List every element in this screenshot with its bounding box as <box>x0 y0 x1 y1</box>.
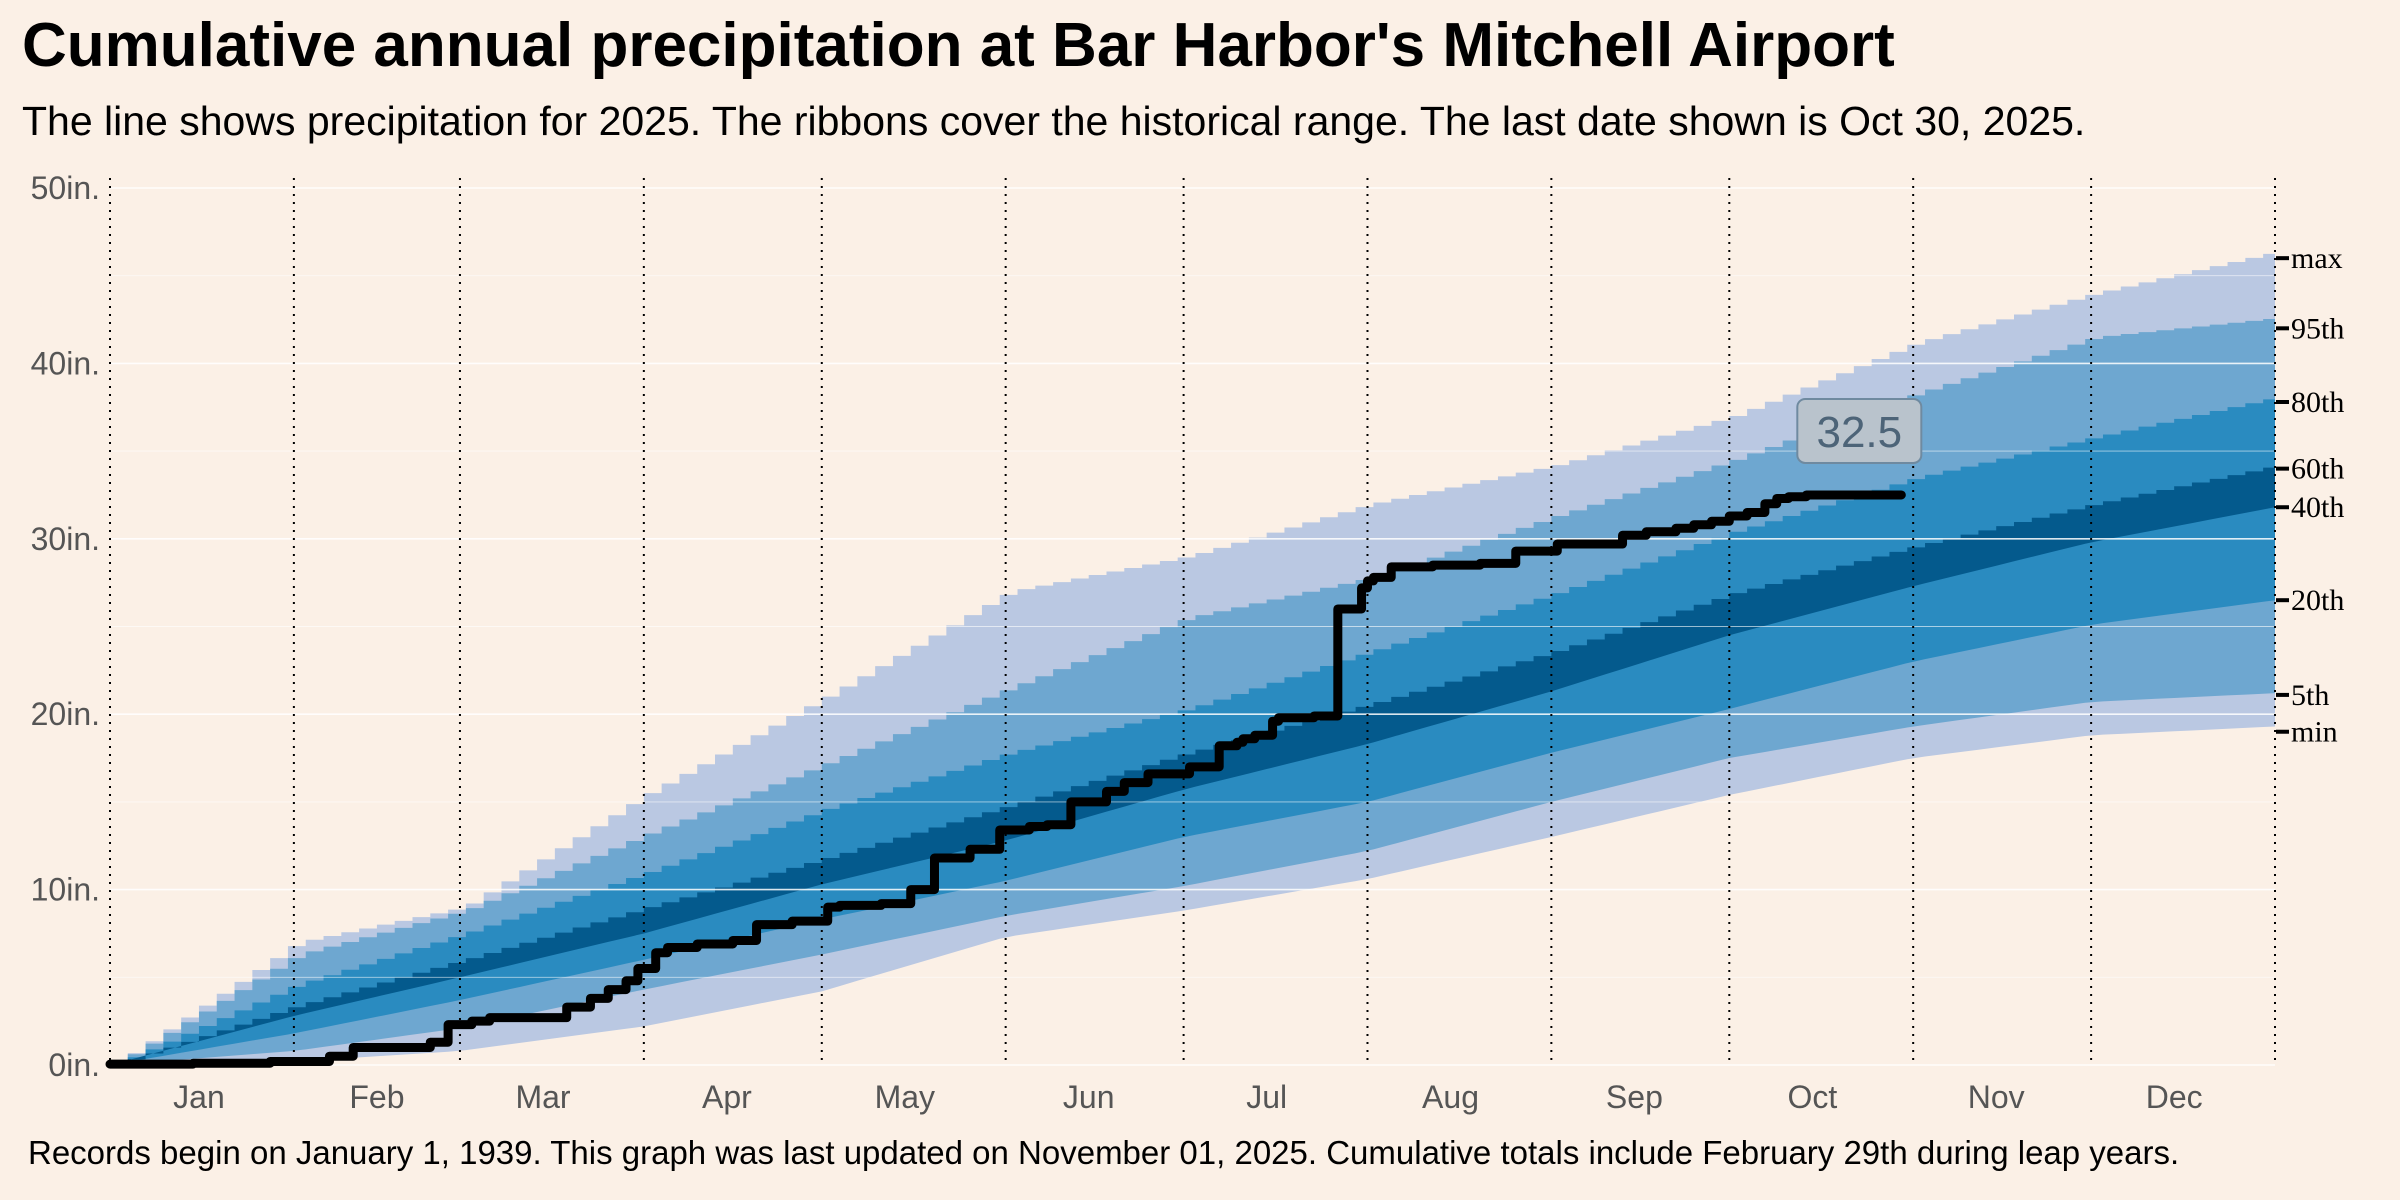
current-total-callout: 32.5 <box>1796 397 1923 464</box>
percentile-label-95th: 95th <box>2291 312 2344 345</box>
y-tick-label: 50in. <box>31 170 100 206</box>
x-tick-label: Mar <box>515 1079 570 1115</box>
chart-subtitle: The line shows precipitation for 2025. T… <box>22 98 2086 144</box>
percentile-label-min: min <box>2291 716 2338 749</box>
x-tick-label: Apr <box>702 1079 752 1115</box>
percentile-label-60th: 60th <box>2291 453 2344 486</box>
y-tick-label: 0in. <box>48 1047 100 1083</box>
y-tick-label: 10in. <box>31 872 100 908</box>
x-tick-label: Feb <box>349 1079 404 1115</box>
x-tick-label: Jul <box>1246 1079 1287 1115</box>
percentile-labels: max 95th 80th 60th 40th 20th 5th min <box>2276 242 2344 749</box>
series-2025 <box>105 490 1906 1069</box>
percentile-label-20th: 20th <box>2291 584 2344 617</box>
x-tick-label: Oct <box>1787 1079 1837 1115</box>
percentile-bands <box>110 251 2275 1066</box>
percentile-label-80th: 80th <box>2291 386 2344 419</box>
y-tick-label: 30in. <box>31 521 100 557</box>
y-tick-label: 20in. <box>31 696 100 732</box>
percentile-label-5th: 5th <box>2291 679 2329 712</box>
x-tick-label: Dec <box>2146 1079 2203 1115</box>
x-tick-label: May <box>875 1079 935 1115</box>
series-2025-line <box>105 490 1906 1069</box>
percentile-label-max: max <box>2291 242 2343 275</box>
percentile-label-40th: 40th <box>2291 491 2344 524</box>
x-tick-label: Nov <box>1968 1079 2025 1115</box>
x-tick-label: Aug <box>1422 1079 1479 1115</box>
y-tick-label: 40in. <box>31 345 100 381</box>
x-tick-label: Jun <box>1063 1079 1115 1115</box>
band-20th-80th <box>110 396 2275 1065</box>
y-axis: 0in. 10in. 20in. 30in. 40in. 50in. <box>31 170 100 1083</box>
gridlines <box>110 187 2275 1066</box>
x-tick-label: Sep <box>1606 1079 1663 1115</box>
x-tick-label: Jan <box>173 1079 225 1115</box>
x-axis: Jan Feb Mar Apr May Jun Jul Aug Sep Oct Nov Dec <box>173 1079 2202 1115</box>
chart-title: Cumulative annual precipitation at Bar H… <box>22 11 1895 80</box>
callout-value: 32.5 <box>1816 408 1902 457</box>
footer-caption: Records begin on January 1, 1939. This g… <box>28 1134 2180 1171</box>
callout-box <box>1796 397 1923 464</box>
